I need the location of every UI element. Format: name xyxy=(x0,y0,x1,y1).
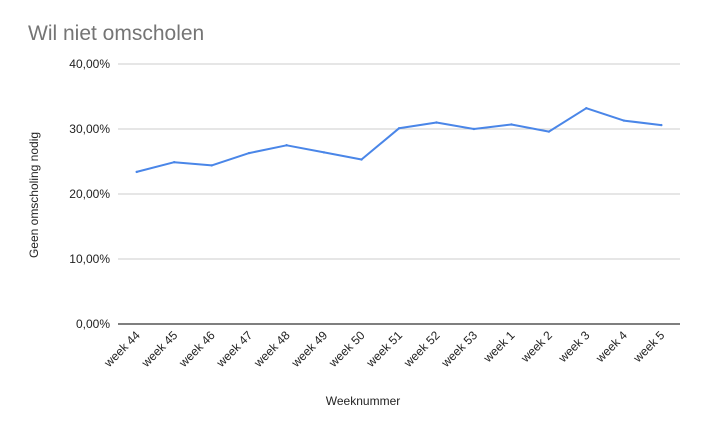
y-tick-label: 30,00% xyxy=(69,122,110,136)
x-tick-label: week 2 xyxy=(517,328,555,366)
x-tick-label: week 50 xyxy=(325,328,367,370)
data-point xyxy=(435,121,438,124)
x-tick-label: week 48 xyxy=(251,328,293,370)
data-point xyxy=(585,107,588,110)
x-tick-label: week 53 xyxy=(438,328,480,370)
data-point xyxy=(622,119,625,122)
x-tick-label: week 51 xyxy=(363,328,405,370)
series-line xyxy=(135,107,663,173)
data-point xyxy=(322,151,326,154)
data-point xyxy=(547,130,551,133)
x-tick-label: week 5 xyxy=(630,328,668,366)
data-point xyxy=(135,170,138,174)
chart-title: Wil niet omscholen xyxy=(28,22,204,45)
x-tick-label: week 45 xyxy=(138,328,180,370)
data-point xyxy=(510,123,513,126)
data-point xyxy=(173,160,176,164)
x-tick-label: week 1 xyxy=(480,328,518,366)
y-tick-label: 0,00% xyxy=(76,317,110,331)
data-point xyxy=(360,158,363,161)
series-layer xyxy=(135,107,663,174)
y-tick-labels: 0,00% 10,00% 20,00% 30,00% 40,00% xyxy=(69,57,110,331)
y-axis-label: Geen omscholing nodig xyxy=(27,132,41,258)
y-tick-label: 20,00% xyxy=(69,187,110,201)
x-tick-label: week 3 xyxy=(555,328,593,366)
data-point xyxy=(660,123,663,127)
x-tick-label: week 46 xyxy=(176,328,218,370)
x-tick-label: week 4 xyxy=(592,328,630,366)
x-axis-label: Weeknummer xyxy=(326,394,400,408)
data-point xyxy=(472,127,476,131)
data-point xyxy=(210,164,213,167)
gridlines xyxy=(118,63,680,325)
y-tick-label: 10,00% xyxy=(69,252,110,266)
x-tick-label: week 44 xyxy=(101,328,143,370)
x-tick-label: week 47 xyxy=(213,328,255,370)
data-point xyxy=(285,144,288,147)
y-tick-label: 40,00% xyxy=(69,57,110,71)
x-tick-label: week 52 xyxy=(400,328,442,370)
data-point xyxy=(247,151,251,155)
data-point xyxy=(397,127,401,130)
x-tick-label: week 49 xyxy=(288,328,330,370)
